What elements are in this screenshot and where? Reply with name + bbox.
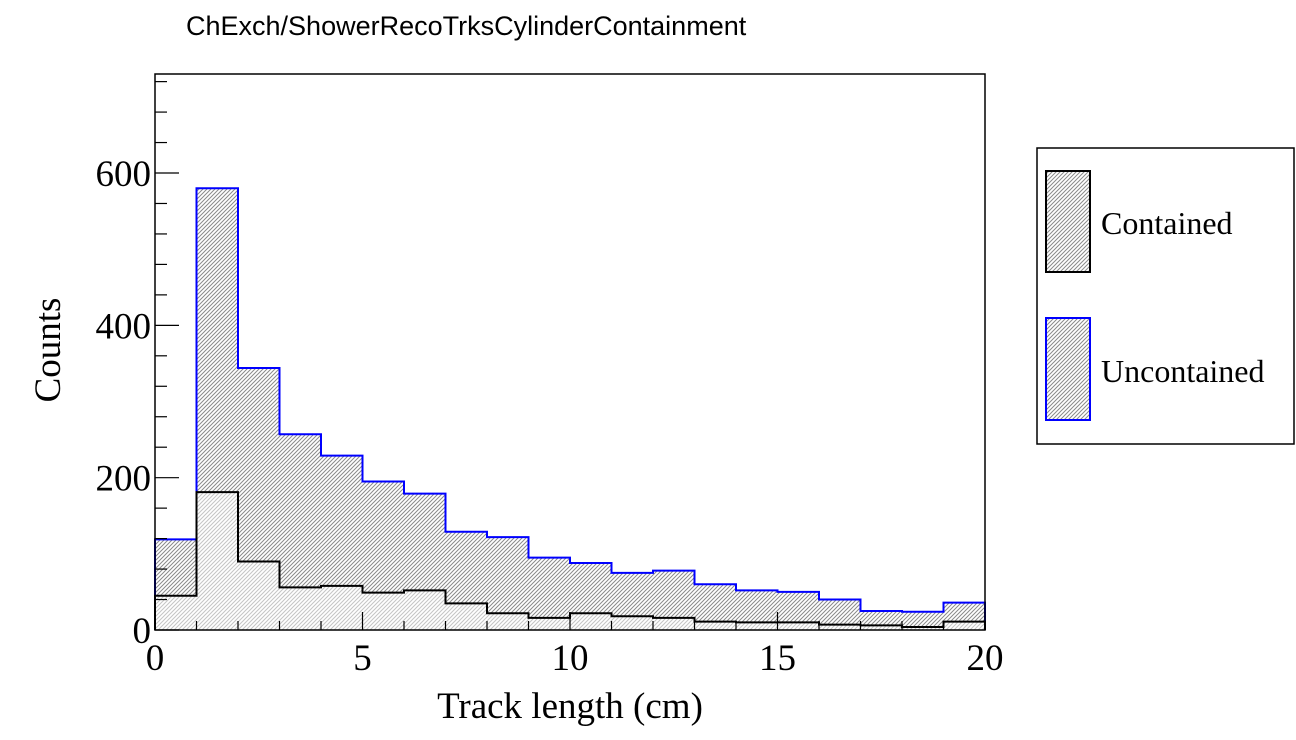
uncontained-bar [570,562,612,614]
uncontained-bar [902,611,944,627]
x-tick-label: 5 [353,638,372,679]
uncontained-bar [404,493,446,591]
legend-label-contained: Contained [1101,205,1233,241]
uncontained-bar [279,434,321,588]
uncontained-bar [196,188,238,493]
contained-bar [487,613,529,630]
contained-bar [860,625,902,630]
contained-bins [155,492,985,630]
x-tick-label: 20 [967,638,1004,679]
chart-title: ChExch/ShowerRecoTrksCylinderContainment [186,11,747,41]
contained-bar [404,590,446,630]
y-axis-ticks: 0 200 400 600 [96,81,179,652]
uncontained-bar [155,539,197,596]
uncontained-outline [154,187,986,630]
uncontained-bar [860,610,902,626]
x-axis-ticks: 0 5 10 15 20 [146,612,1004,679]
legend-swatch-uncontained [1045,317,1091,421]
contained-bar [155,595,197,630]
uncontained-bar [736,590,778,623]
uncontained-bar [362,481,404,593]
contained-bar [279,587,321,630]
uncontained-bar [694,584,736,622]
contained-bar [736,622,778,630]
uncontained-bins [155,188,985,627]
y-tick-label: 400 [96,306,152,347]
uncontained-bar [819,599,861,625]
uncontained-bar [653,570,695,618]
legend-swatch-contained [1045,170,1091,273]
legend: Contained Uncontained [1036,147,1295,445]
contained-bar [819,624,861,630]
contained-bar [694,621,736,630]
x-tick-label: 15 [759,638,796,679]
y-tick-label: 0 [133,611,152,652]
uncontained-bar [611,572,653,617]
contained-bar [611,616,653,630]
contained-bar [445,603,487,630]
x-tick-label: 0 [146,638,165,679]
contained-bar [238,561,280,630]
contained-bar [196,492,238,630]
contained-bar [653,617,695,630]
contained-bar [943,621,985,630]
legend-label-uncontained: Uncontained [1101,353,1265,389]
contained-bar [570,613,612,630]
uncontained-bar [321,455,363,586]
uncontained-bar [487,537,529,614]
uncontained-bar [943,602,985,622]
uncontained-bar [528,557,570,618]
x-axis-label: Track length (cm) [437,686,703,727]
x-tick-label: 10 [552,638,589,679]
contained-bar [321,585,363,630]
contained-bar [777,622,819,630]
contained-bar [902,626,944,630]
y-tick-label: 200 [96,459,152,500]
uncontained-bar [238,367,280,562]
contained-bar [362,592,404,630]
contained-bar [528,617,570,630]
uncontained-bar [777,591,819,623]
uncontained-bar [445,531,487,604]
y-tick-label: 600 [96,154,152,195]
y-axis-label: Counts [28,298,69,403]
